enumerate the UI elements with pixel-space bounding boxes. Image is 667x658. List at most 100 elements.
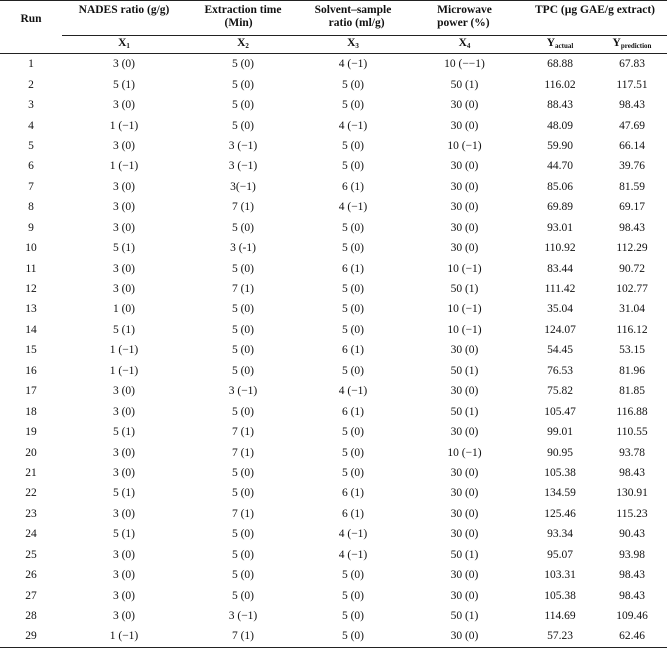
- x1-cell: 1 (−1): [109, 364, 139, 377]
- y-prediction-cell: 93.78: [619, 446, 645, 459]
- y-actual-cell: 103.31: [544, 569, 576, 582]
- x4-cell: 30 (0): [450, 160, 479, 173]
- x2-cell: 3 (−1): [228, 385, 258, 398]
- x1-cell: 3 (0): [112, 385, 136, 398]
- x2-cell: 5 (0): [231, 344, 255, 357]
- x4-cell: 50 (1): [450, 364, 479, 377]
- x3-cell: 5 (0): [341, 364, 365, 377]
- x1-cell: 5 (1): [112, 426, 136, 439]
- x3-cell: 4 (−1): [338, 548, 368, 561]
- y-prediction-cell: 117.51: [616, 78, 648, 91]
- table-row: 15 1 (−1) 5 (0) 6 (1) 30 (0) 54.45 53.15: [0, 340, 667, 360]
- x2-cell: 7 (1): [231, 446, 255, 459]
- table-row: 17 3 (0) 3 (−1) 4 (−1) 30 (0) 75.82 81.85: [0, 381, 667, 401]
- table-row: 2 5 (1) 5 (0) 5 (0) 50 (1) 116.02 117.51: [0, 74, 667, 94]
- table-row: 3 3 (0) 5 (0) 5 (0) 30 (0) 88.43 98.43: [0, 95, 667, 115]
- table-row: 26 3 (0) 5 (0) 5 (0) 30 (0) 103.31 98.43: [0, 565, 667, 585]
- table-row: 5 3 (0) 3 (−1) 5 (0) 10 (−1) 59.90 66.14: [0, 136, 667, 156]
- header-y-prediction: Yprediction: [597, 35, 667, 54]
- x2-cell: 5 (0): [231, 466, 255, 479]
- run-cell: 24: [25, 528, 37, 541]
- y-prediction-cell: 116.12: [616, 323, 648, 336]
- table-body: 1 3 (0) 5 (0) 4 (−1) 10 (−−1) 68.88 67.83 2 5 (1…: [0, 54, 667, 648]
- y-actual-cell: 90.95: [547, 446, 573, 459]
- x2-cell: 3 (−1): [228, 160, 258, 173]
- y-actual-cell: 85.06: [547, 180, 573, 193]
- y-actual-cell: 124.07: [544, 323, 576, 336]
- y-actual-cell: 125.46: [544, 507, 576, 520]
- y-prediction-cell: 90.72: [619, 262, 645, 275]
- run-cell: 26: [25, 569, 37, 582]
- header-x4-title: Microwave power (%): [406, 0, 523, 36]
- y-actual-cell: 75.82: [547, 385, 573, 398]
- x4-cell: 30 (0): [450, 569, 479, 582]
- x2-cell: 5 (0): [231, 221, 255, 234]
- x1-cell: 1 (−1): [109, 344, 139, 357]
- x1-cell: 5 (1): [112, 487, 136, 500]
- table-row: 25 3 (0) 5 (0) 4 (−1) 50 (1) 95.07 93.98: [0, 545, 667, 565]
- x2-cell: 3 (-1): [230, 242, 256, 255]
- y-actual-cell: 54.45: [547, 344, 573, 357]
- x4-cell: 50 (1): [450, 283, 479, 296]
- y-actual-cell: 57.23: [523, 626, 597, 648]
- x2-cell: 3(−1): [230, 180, 256, 193]
- y-prediction-cell: 90.43: [619, 528, 645, 541]
- x2-cell: 5 (0): [231, 303, 255, 316]
- x4-cell: 30 (0): [450, 528, 479, 541]
- x3-cell: 6 (1): [341, 507, 365, 520]
- y-actual-cell: 59.90: [547, 139, 573, 152]
- y-prediction-cell: 31.04: [619, 303, 645, 316]
- table-row: 12 3 (0) 7 (1) 5 (0) 50 (1) 111.42 102.77: [0, 279, 667, 299]
- y-prediction-cell: 109.46: [616, 610, 648, 623]
- y-actual-cell: 116.02: [544, 78, 576, 91]
- x1-cell: 5 (1): [112, 242, 136, 255]
- y-prediction-cell: 116.88: [616, 405, 648, 418]
- x3-cell: 6 (1): [341, 262, 365, 275]
- y-actual-cell: 105.38: [544, 589, 576, 602]
- run-cell: 2: [28, 78, 34, 91]
- run-cell: 8: [28, 201, 34, 214]
- x4-cell: 30 (0): [450, 221, 479, 234]
- x3-cell: 5 (0): [341, 426, 365, 439]
- y-actual-cell: 68.88: [547, 58, 573, 71]
- x1-cell: 3 (0): [112, 446, 136, 459]
- table-row: 20 3 (0) 7 (1) 5 (0) 10 (−1) 90.95 93.78: [0, 442, 667, 462]
- table-row: 27 3 (0) 5 (0) 5 (0) 30 (0) 105.38 98.43: [0, 585, 667, 605]
- run-cell: 15: [25, 344, 37, 357]
- x1-cell: 1 (0): [112, 303, 136, 316]
- x3-cell: 6 (1): [341, 405, 365, 418]
- y-prediction-cell: 110.55: [616, 426, 648, 439]
- run-cell: 9: [28, 221, 34, 234]
- x1-cell: 5 (1): [112, 528, 136, 541]
- run-cell: 1: [28, 58, 34, 71]
- header-x2-title: Extraction time (Min): [186, 0, 300, 36]
- x1-cell: 5 (1): [112, 323, 136, 336]
- x4-cell: 30 (0): [450, 99, 479, 112]
- x2-cell: 5 (0): [231, 405, 255, 418]
- x4-cell: 30 (0): [450, 180, 479, 193]
- y-actual-cell: 114.69: [544, 610, 576, 623]
- x3-cell: 4 (−1): [338, 528, 368, 541]
- x4-cell: 50 (1): [450, 610, 479, 623]
- x4-cell: 30 (0): [450, 201, 479, 214]
- table-row: 24 5 (1) 5 (0) 4 (−1) 30 (0) 93.34 90.43: [0, 524, 667, 544]
- x1-cell: 3 (0): [112, 610, 136, 623]
- x2-cell: 5 (0): [231, 528, 255, 541]
- x3-cell: 5 (0): [341, 242, 365, 255]
- run-cell: 19: [25, 426, 37, 439]
- x2-cell: 5 (0): [231, 364, 255, 377]
- table-row: 22 5 (1) 5 (0) 6 (1) 30 (0) 134.59 130.91: [0, 483, 667, 503]
- y-prediction-cell: 66.14: [619, 139, 645, 152]
- y-prediction-cell: 39.76: [619, 160, 645, 173]
- header-x1: X1: [62, 35, 186, 54]
- x1-cell: 3 (0): [112, 180, 136, 193]
- y-prediction-cell: 69.17: [619, 201, 645, 214]
- header-x3: X3: [300, 35, 406, 54]
- y-actual-cell: 83.44: [547, 262, 573, 275]
- y-actual-cell: 111.42: [544, 283, 576, 296]
- y-prediction-cell: 102.77: [616, 283, 648, 296]
- x1-cell: 5 (1): [112, 78, 136, 91]
- table-row: 19 5 (1) 7 (1) 5 (0) 30 (0) 99.01 110.55: [0, 422, 667, 442]
- x3-cell: 5 (0): [341, 283, 365, 296]
- x3-cell: 6 (1): [341, 180, 365, 193]
